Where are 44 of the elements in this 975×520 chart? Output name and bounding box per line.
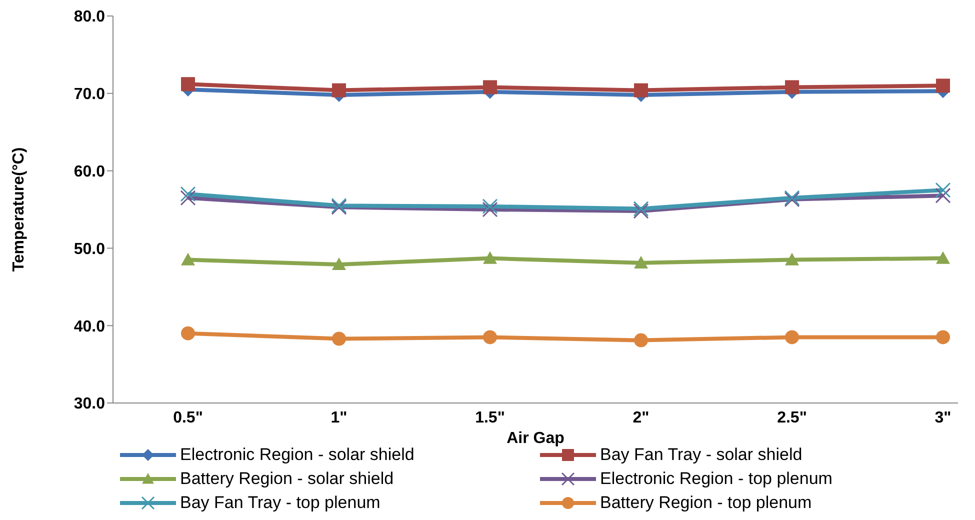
y-tick-label: 60.0 <box>74 163 106 180</box>
point <box>482 202 498 218</box>
y-tick-label: 40.0 <box>74 318 106 336</box>
y-tick-label: 80.0 <box>74 8 106 26</box>
x-tick-label: 0.5" <box>173 409 203 426</box>
y-tick-label: 30.0 <box>74 396 106 413</box>
legend-label: Bay Fan Tray - top plenum <box>180 493 380 513</box>
point <box>634 256 648 269</box>
point <box>936 330 950 344</box>
point <box>483 251 497 264</box>
point <box>483 330 497 344</box>
point <box>180 186 196 202</box>
point <box>181 252 195 266</box>
point <box>634 333 648 348</box>
y-tick-label: 70.0 <box>74 86 106 104</box>
point <box>180 190 196 206</box>
point <box>936 251 950 264</box>
legend-label: Battery Region - top plenum <box>600 493 812 513</box>
x-axis-title: Air Gap <box>506 430 565 447</box>
point <box>935 182 951 198</box>
point <box>482 198 498 214</box>
point <box>785 80 799 94</box>
legend-label: Electronic Region - top plenum <box>600 469 832 489</box>
point <box>935 188 951 204</box>
legend-label: Electronic Region - solar shield <box>180 445 414 465</box>
x-tick-label: 3" <box>934 409 952 426</box>
point <box>936 78 950 93</box>
x-tick-label: 2" <box>632 409 650 426</box>
y-axis-title: Temperature(°C) <box>10 147 28 272</box>
x-tick-label: 1" <box>330 409 348 426</box>
legend-label: Battery Region - solar shield <box>180 469 394 489</box>
point <box>785 330 799 344</box>
point <box>332 257 346 270</box>
point <box>634 83 648 98</box>
point <box>332 83 346 98</box>
point <box>332 332 346 346</box>
x-tick-label: 2.5" <box>777 409 807 426</box>
y-tick-label: 50.0 <box>74 240 106 258</box>
point <box>483 80 497 94</box>
legend-label: Bay Fan Tray - solar shield <box>600 445 802 465</box>
x-tick-label: 1.5" <box>475 409 505 426</box>
point <box>785 252 799 266</box>
point <box>181 326 195 340</box>
point <box>181 77 195 92</box>
